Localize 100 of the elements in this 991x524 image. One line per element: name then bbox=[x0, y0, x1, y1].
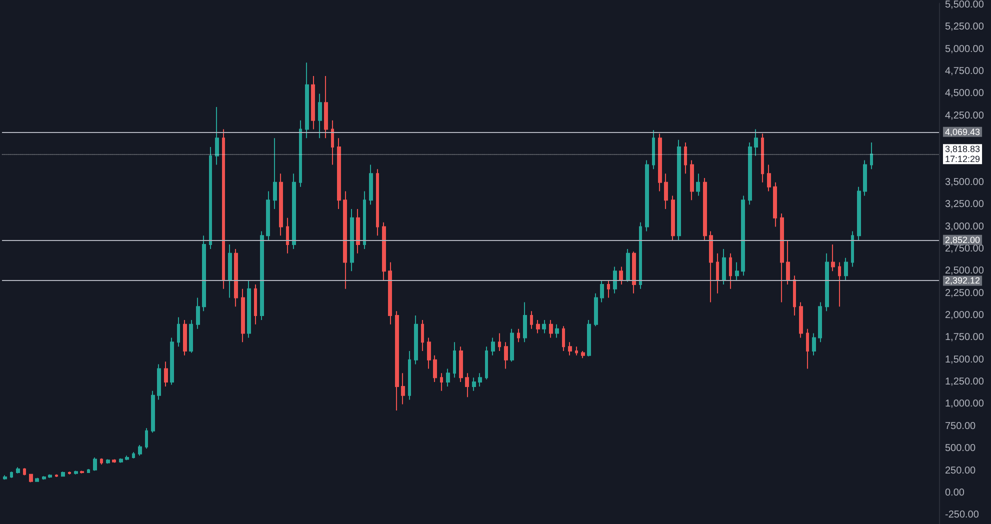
candlestick bbox=[228, 244, 232, 298]
candlestick bbox=[645, 160, 649, 232]
candlestick bbox=[421, 319, 424, 352]
candlestick bbox=[16, 466, 20, 474]
y-tick-label: 2,000.00 bbox=[945, 310, 984, 322]
candlestick bbox=[68, 471, 71, 475]
candlestick bbox=[305, 62, 309, 139]
candlestick bbox=[234, 248, 238, 308]
candlestick bbox=[376, 168, 379, 236]
candlestick bbox=[395, 310, 399, 411]
candlestick bbox=[838, 262, 841, 308]
candlestick bbox=[331, 120, 334, 166]
candlestick bbox=[55, 474, 58, 478]
candlestick bbox=[337, 138, 341, 210]
y-tick-label: 3,500.00 bbox=[945, 176, 984, 188]
candlestick bbox=[600, 280, 604, 303]
ref-line-label: 2,852.00 bbox=[945, 234, 980, 245]
candlestick bbox=[363, 190, 366, 250]
candlestick bbox=[748, 142, 752, 206]
candlestick bbox=[112, 458, 116, 464]
candlestick bbox=[542, 319, 546, 334]
y-tick-label: 3,250.00 bbox=[945, 199, 984, 210]
candlestick bbox=[478, 372, 482, 387]
candlestick bbox=[266, 190, 270, 241]
candlestick bbox=[652, 130, 655, 170]
candlestick bbox=[761, 133, 764, 183]
candlestick bbox=[568, 342, 572, 356]
candlestick bbox=[401, 372, 405, 405]
candlestick bbox=[87, 468, 90, 474]
y-tick-label: 2,250.00 bbox=[945, 288, 984, 299]
candlestick bbox=[626, 248, 630, 282]
candlestick bbox=[145, 428, 148, 450]
candlestick bbox=[690, 160, 694, 201]
candlestick bbox=[433, 354, 437, 383]
candlestick bbox=[799, 302, 803, 338]
y-tick-label: 4,250.00 bbox=[945, 110, 984, 122]
candlestick bbox=[286, 217, 289, 254]
candlestick bbox=[388, 262, 392, 325]
candlestick bbox=[677, 139, 681, 241]
candlestick bbox=[440, 372, 443, 392]
candlestick bbox=[491, 337, 495, 356]
candlestick bbox=[356, 208, 360, 254]
candlestick bbox=[465, 372, 469, 398]
candlestick bbox=[446, 368, 450, 387]
candlestick bbox=[632, 251, 636, 294]
candlestick bbox=[581, 350, 585, 359]
candlestick bbox=[722, 248, 726, 285]
candlestick bbox=[658, 133, 662, 192]
ref-line-label: 4,069.43 bbox=[945, 126, 980, 137]
candlestick bbox=[741, 195, 745, 276]
candlestick bbox=[619, 266, 623, 285]
candlestick bbox=[459, 346, 463, 383]
candlestick bbox=[273, 138, 277, 210]
candlestick bbox=[48, 474, 52, 478]
candlestick bbox=[151, 390, 155, 434]
candlestick bbox=[343, 190, 347, 290]
candlestick bbox=[125, 455, 129, 461]
candlestick bbox=[684, 142, 687, 174]
candlestick bbox=[324, 75, 328, 139]
y-tick-label: 500.00 bbox=[945, 443, 976, 454]
candlestick bbox=[786, 240, 790, 285]
candlestick bbox=[260, 230, 264, 320]
candlestick bbox=[664, 173, 668, 210]
candlestick bbox=[132, 452, 135, 459]
candlestick bbox=[575, 346, 578, 356]
candlestick bbox=[318, 93, 322, 139]
candlestick bbox=[35, 477, 39, 482]
y-tick-label: 0.00 bbox=[945, 487, 965, 498]
candlestick bbox=[138, 444, 142, 456]
candlestick bbox=[196, 297, 200, 330]
candlestick bbox=[530, 310, 533, 330]
candlestick bbox=[23, 468, 26, 476]
candlestick bbox=[703, 178, 707, 241]
y-tick-label: 4,750.00 bbox=[945, 66, 984, 78]
candlestick bbox=[414, 315, 418, 365]
candlestick bbox=[408, 350, 411, 400]
candlestick bbox=[369, 164, 373, 206]
candlestick bbox=[549, 319, 553, 338]
candlestick bbox=[594, 292, 598, 327]
candlestick bbox=[427, 337, 431, 370]
candlestick bbox=[74, 470, 78, 475]
candlestick bbox=[767, 164, 771, 192]
candlestick bbox=[61, 471, 65, 478]
candlestick bbox=[299, 120, 302, 188]
candlestick bbox=[119, 458, 123, 464]
y-tick-label: 250.00 bbox=[945, 465, 976, 476]
candlestick bbox=[613, 266, 617, 294]
candlestick bbox=[189, 319, 193, 354]
candlestick bbox=[716, 252, 719, 294]
candlestick bbox=[851, 230, 854, 268]
candlestick bbox=[754, 128, 758, 156]
candlestick bbox=[709, 230, 713, 303]
y-tick-label: -250.00 bbox=[945, 510, 980, 521]
candlestick bbox=[587, 319, 591, 357]
y-tick-label: 5,500.00 bbox=[945, 0, 984, 10]
candlestick bbox=[793, 275, 796, 316]
candlestick bbox=[517, 328, 520, 343]
candlestick bbox=[562, 326, 565, 352]
candlestick bbox=[735, 262, 739, 281]
candlestick bbox=[42, 476, 46, 480]
